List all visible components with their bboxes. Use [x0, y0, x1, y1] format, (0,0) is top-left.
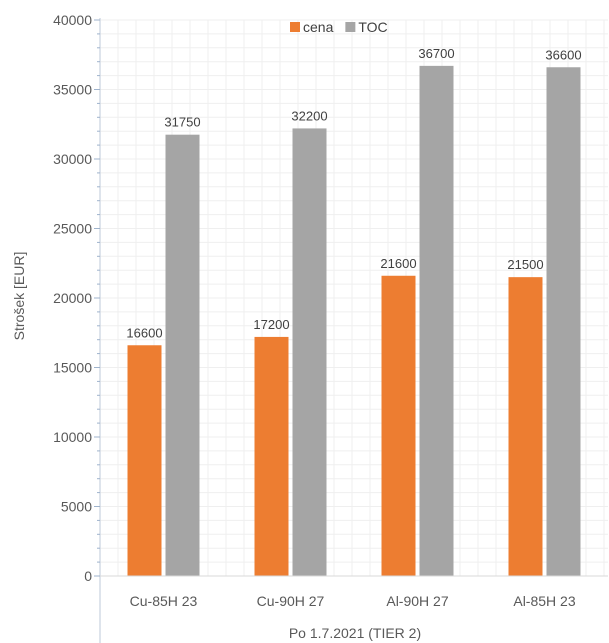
bar-cena	[508, 277, 543, 576]
x-axis: Cu-85H 23 Cu-90H 27 Al-90H 27 Al-85H 23	[100, 575, 608, 609]
y-tick-label: 0	[84, 568, 92, 584]
y-tick-label: 30000	[53, 151, 92, 167]
bar-TOC	[292, 128, 327, 577]
bar-TOC	[546, 67, 581, 576]
data-labels: 16600 31750 17200 32200 21600 36700 21500 36600	[126, 46, 581, 340]
data-label-cena: 16600	[126, 325, 162, 340]
y-axis-title: Strošek [EUR]	[11, 252, 27, 341]
y-axis: 0 5000 10000 15000 20000 25000 30000 35000 40000	[53, 12, 101, 643]
bars	[127, 65, 581, 577]
y-tick-label: 5000	[61, 499, 92, 515]
x-axis-title: Po 1.7.2021 (TIER 2)	[289, 625, 421, 641]
x-tick-label: Al-90H 27	[386, 593, 448, 609]
bar-cena	[254, 336, 289, 576]
legend-label-TOC: TOC	[358, 19, 387, 35]
legend-swatch-TOC	[345, 22, 356, 32]
bar-cena	[381, 275, 416, 576]
legend-label-cena: cena	[303, 19, 334, 35]
y-tick-label: 10000	[53, 429, 92, 445]
data-label-TOC: 31750	[164, 115, 200, 130]
y-tick-label: 40000	[53, 12, 92, 28]
legend-swatch-cena	[290, 22, 300, 32]
data-label-cena: 21600	[380, 256, 416, 271]
data-label-TOC: 36700	[418, 46, 454, 61]
data-label-TOC: 36600	[545, 47, 581, 62]
x-tick-label: Al-85H 23	[513, 593, 575, 609]
data-label-cena: 21500	[507, 257, 543, 272]
y-tick-label: 15000	[53, 360, 92, 376]
x-tick-label: Cu-85H 23	[130, 593, 198, 609]
bar-TOC	[419, 65, 454, 577]
data-label-cena: 17200	[253, 317, 289, 332]
x-tick-label: Cu-90H 27	[257, 593, 325, 609]
y-tick-label: 35000	[53, 82, 92, 98]
bar-cena	[127, 345, 162, 576]
y-tick-label: 25000	[53, 221, 92, 237]
bar-TOC	[165, 134, 200, 577]
legend: cena TOC	[290, 19, 388, 35]
y-tick-label: 20000	[53, 290, 92, 306]
data-label-TOC: 32200	[291, 108, 327, 123]
